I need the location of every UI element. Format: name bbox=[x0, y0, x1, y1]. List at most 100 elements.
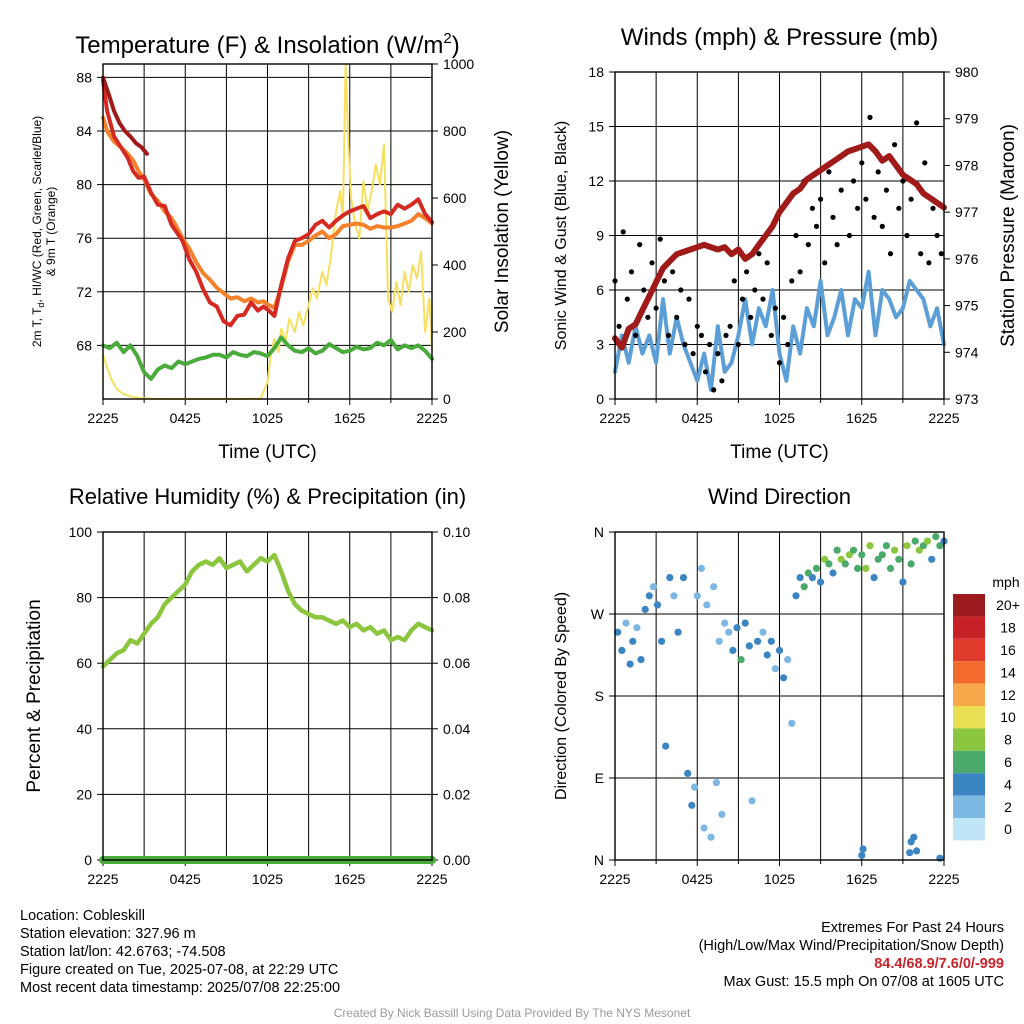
y-right-tick-label: 800 bbox=[443, 123, 467, 139]
gust-point bbox=[661, 278, 668, 284]
wind-direction-point bbox=[688, 801, 696, 809]
x-tick-label: 1025 bbox=[764, 871, 795, 887]
wind-direction-point bbox=[928, 555, 936, 563]
gust-point bbox=[698, 332, 705, 338]
gust-point bbox=[887, 251, 894, 257]
wind-direction-point bbox=[870, 574, 878, 582]
y-left-tick-label: W bbox=[591, 606, 605, 622]
wind-direction-point bbox=[899, 578, 907, 586]
y-left-tick-label: 88 bbox=[76, 69, 92, 85]
legend-label: 2 bbox=[1004, 799, 1012, 815]
gust-point bbox=[914, 120, 920, 126]
gust-point bbox=[863, 196, 869, 202]
y-right-tick-label: 0.04 bbox=[443, 721, 470, 737]
y-right-tick-label: 0.10 bbox=[443, 524, 470, 540]
legend-swatch bbox=[953, 728, 985, 751]
wind-direction-point bbox=[804, 569, 812, 577]
wind-direction-point bbox=[895, 555, 903, 563]
wind-direction-point bbox=[854, 564, 862, 573]
wind-direction-point bbox=[645, 592, 653, 600]
gust-point bbox=[670, 269, 676, 275]
credit-line: Created By Nick Bassill Using Data Provi… bbox=[333, 1006, 691, 1020]
y-right-tick-label: 976 bbox=[955, 251, 979, 267]
x-tick-label: 2225 bbox=[416, 410, 447, 426]
wind-direction-point bbox=[911, 537, 919, 545]
wind-direction-point bbox=[712, 779, 721, 787]
gust-point bbox=[645, 314, 651, 320]
gust-point bbox=[846, 232, 853, 239]
legend-swatch bbox=[953, 594, 985, 617]
gust-point bbox=[904, 232, 910, 239]
wind-direction-point bbox=[703, 601, 711, 609]
gust-point bbox=[813, 223, 820, 229]
x-tick-label: 0425 bbox=[682, 871, 713, 887]
gust-point bbox=[776, 360, 783, 366]
y-right-tick-label: 400 bbox=[443, 257, 467, 273]
x-tick-label: 2225 bbox=[599, 410, 630, 426]
extremes-subtitle: (High/Low/Max Wind/Precipitation/Snow De… bbox=[698, 938, 1004, 954]
wind-direction-point bbox=[859, 845, 867, 853]
x-tick-label: 2225 bbox=[928, 871, 959, 887]
title-end: ) bbox=[452, 32, 460, 59]
wind-direction-point bbox=[721, 619, 729, 627]
gust-point bbox=[657, 236, 663, 242]
gust-point bbox=[892, 142, 898, 148]
extremes-block: Extremes For Past 24 Hours (High/Low/Max… bbox=[699, 919, 1004, 991]
x-tick-label: 2225 bbox=[928, 410, 959, 426]
station-location: Location: Cobleskill bbox=[20, 908, 145, 924]
legend-swatch bbox=[953, 616, 985, 639]
wind-direction-point bbox=[748, 797, 756, 805]
y-left-tick-label: 18 bbox=[588, 64, 604, 80]
x-tick-label: 1625 bbox=[846, 410, 877, 426]
gust-point bbox=[686, 296, 692, 302]
wind-direction-point bbox=[825, 560, 833, 568]
wind-direction-point bbox=[658, 637, 666, 645]
y-right-tick-label: 200 bbox=[443, 324, 467, 340]
extremes-title: Extremes For Past 24 Hours bbox=[821, 920, 1004, 936]
extremes-values: 84.4/68.9/7.6/0/-999 bbox=[874, 956, 1004, 972]
gust-point bbox=[707, 341, 713, 348]
wind-direction-point bbox=[784, 656, 792, 664]
wind-direction-point bbox=[754, 637, 762, 645]
gust-point bbox=[727, 323, 733, 329]
heat-index-line bbox=[101, 75, 149, 156]
gust-point bbox=[781, 314, 787, 320]
x-tick-label: 1025 bbox=[764, 410, 795, 426]
y-left-tick-label: 80 bbox=[76, 590, 92, 606]
gust-point bbox=[735, 341, 742, 348]
wind-direction-point bbox=[800, 583, 808, 591]
legend-label: 14 bbox=[1000, 664, 1016, 680]
gust-point bbox=[739, 296, 746, 302]
temp-2m-line bbox=[101, 78, 434, 328]
y-left-tick-label: S bbox=[595, 688, 604, 704]
gust-point bbox=[702, 369, 709, 375]
wind-direction-point bbox=[618, 646, 626, 655]
wind-direction-y-axis-label: Direction (Colored By Speed) bbox=[553, 592, 570, 800]
x-tick-label: 1025 bbox=[252, 871, 283, 887]
y-left-tick-label: 76 bbox=[76, 230, 92, 246]
gust-point bbox=[789, 278, 795, 284]
gust-point bbox=[653, 305, 659, 311]
station-latlon: Station lat/lon: 42.6763; -74.508 bbox=[20, 944, 226, 960]
x-tick-label: 0425 bbox=[170, 871, 201, 887]
legend-label: 18 bbox=[1000, 620, 1016, 636]
latest-data-timestamp: Most recent data timestamp: 2025/07/08 2… bbox=[20, 980, 341, 996]
wind-direction-point bbox=[693, 592, 701, 600]
x-tick-label: 0425 bbox=[170, 410, 201, 426]
gust-point bbox=[772, 305, 779, 311]
gust-point bbox=[930, 205, 936, 211]
relative-humidity-line bbox=[100, 552, 435, 669]
wind-direction-panel: 2225 0425 1025 1625 2225 N E S W N Wind Direction D… bbox=[553, 484, 1020, 887]
title-superscript: 2 bbox=[443, 30, 451, 47]
y-right-tick-label: 600 bbox=[443, 190, 467, 206]
gust-point bbox=[637, 242, 643, 248]
label-part: , HI/WC (Red, Green, Scarlet/Blue) bbox=[30, 116, 44, 303]
wind-direction-point bbox=[622, 619, 630, 627]
wind-direction-point bbox=[614, 628, 622, 636]
y-left-tick-label: 20 bbox=[76, 786, 92, 802]
gust-point bbox=[711, 387, 717, 393]
legend-label: 12 bbox=[1000, 687, 1016, 703]
x-tick-label: 2225 bbox=[87, 871, 118, 887]
winds-panel-title: Winds (mph) & Pressure (mb) bbox=[621, 24, 938, 51]
